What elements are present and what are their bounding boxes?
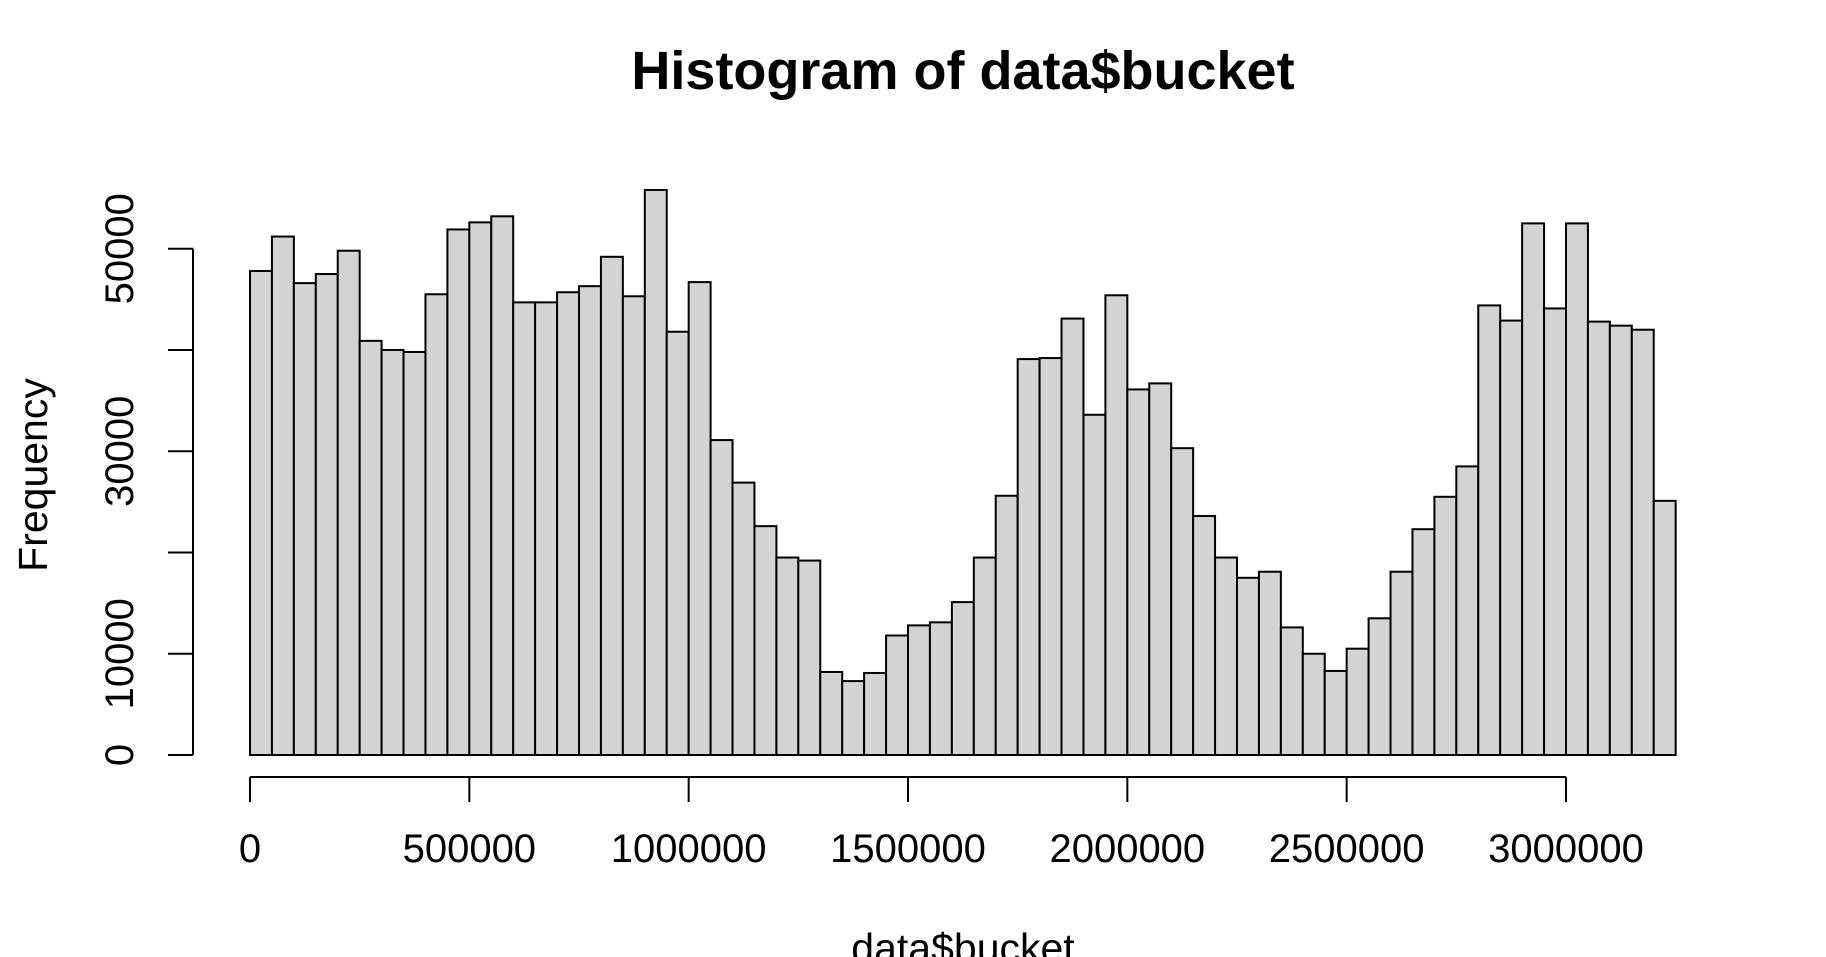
histogram-bar <box>1060 317 1085 756</box>
histogram-bar <box>1126 388 1151 756</box>
x-tick-label: 500000 <box>403 827 536 871</box>
y-axis-title: Frequency <box>10 378 56 572</box>
histogram-bar <box>490 215 515 757</box>
histogram-bar <box>358 339 383 756</box>
histogram-bar <box>1082 413 1107 756</box>
histogram-bar <box>1104 294 1129 756</box>
histogram-bar <box>1345 647 1370 756</box>
histogram-bar <box>1499 319 1524 756</box>
histogram-bar <box>1543 307 1567 756</box>
histogram-bar <box>1367 617 1392 756</box>
y-tick-label: 10000 <box>98 598 142 709</box>
y-tick-label: 30000 <box>98 396 142 507</box>
histogram-bar <box>534 301 559 756</box>
histogram-bar <box>556 291 581 756</box>
x-tick-label: 2000000 <box>1049 827 1205 871</box>
histogram-bar <box>1411 528 1436 756</box>
x-tick-label: 2500000 <box>1269 827 1425 871</box>
histogram-bar <box>753 525 778 757</box>
histogram-bar <box>665 330 690 756</box>
histogram-bar <box>314 273 339 756</box>
histogram-bar <box>863 671 888 756</box>
histogram-bar <box>1279 626 1304 756</box>
histogram-bar <box>1455 465 1480 756</box>
histogram-bar <box>578 285 602 756</box>
histogram-bar <box>380 348 405 756</box>
x-tick-label: 0 <box>239 827 261 871</box>
histogram-bar <box>1214 556 1238 756</box>
histogram-bar <box>1608 324 1633 756</box>
histogram-bar <box>249 269 273 756</box>
histogram-bar <box>292 282 317 756</box>
histogram-bar <box>1257 570 1282 756</box>
chart-title: Histogram of data$bucket <box>631 41 1294 101</box>
histogram-bar <box>1236 576 1260 756</box>
histogram-bar <box>731 481 756 756</box>
histogram-bar <box>1038 357 1063 756</box>
x-tick-label: 1500000 <box>830 827 986 871</box>
x-tick-label: 3000000 <box>1488 827 1644 871</box>
histogram-bar <box>1521 222 1546 756</box>
histogram-bar <box>1433 495 1458 756</box>
histogram-bar <box>621 295 646 756</box>
y-tick-label: 0 <box>98 744 142 766</box>
histogram-bar <box>446 228 471 756</box>
histogram-bar <box>928 621 953 756</box>
histogram-bar <box>907 624 931 757</box>
y-tick-label: 50000 <box>98 193 142 304</box>
histogram-bar <box>599 255 624 756</box>
histogram-bar <box>1323 669 1348 757</box>
histogram-bar <box>1565 222 1589 756</box>
histogram-bar <box>972 556 997 756</box>
histogram-bar <box>336 249 361 756</box>
histogram-bar <box>1477 304 1502 756</box>
histogram-bar <box>402 350 427 756</box>
histogram-bar <box>819 670 844 756</box>
histogram-bar <box>775 556 800 756</box>
histogram-bar <box>1652 499 1677 756</box>
histogram-bar <box>841 680 866 757</box>
histogram-bar <box>424 293 449 756</box>
bars-group <box>249 188 1677 757</box>
x-tick-label: 1000000 <box>611 827 767 871</box>
histogram-bar <box>1630 328 1655 756</box>
histogram-bar <box>1148 382 1173 756</box>
histogram-bar <box>885 634 910 757</box>
histogram-bar <box>1301 652 1326 756</box>
histogram-bar <box>1016 358 1041 756</box>
histogram-bar <box>709 439 734 756</box>
histogram-bar <box>1389 570 1414 756</box>
histogram-bar <box>270 235 295 757</box>
histogram-bar <box>797 559 822 757</box>
histogram-bar <box>1192 515 1217 757</box>
histogram-bar <box>468 221 493 756</box>
histogram-bar <box>512 301 537 756</box>
histogram-bar <box>950 601 975 756</box>
histogram-bar <box>1586 320 1611 756</box>
histogram-bar <box>687 281 712 756</box>
histogram-bar <box>643 188 668 757</box>
histogram-bar <box>994 494 1019 756</box>
x-axis-title: data$bucket <box>851 925 1075 957</box>
histogram-bar <box>1170 447 1195 756</box>
